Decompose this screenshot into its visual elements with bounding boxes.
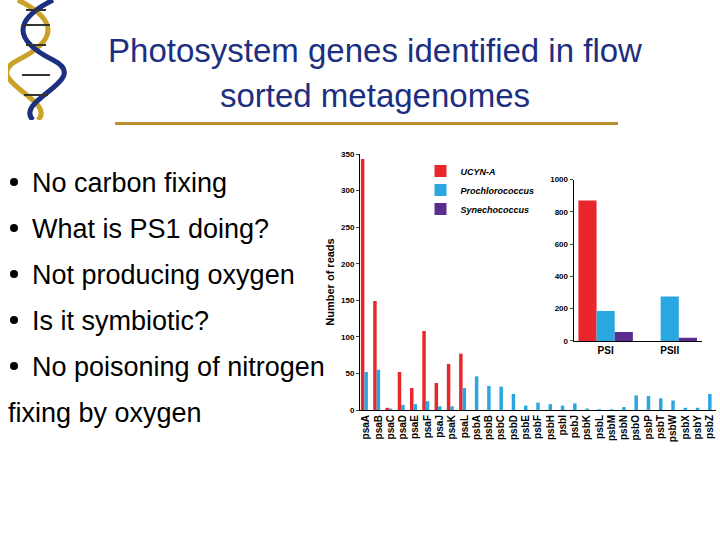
svg-text:psbC: psbC [495, 415, 506, 440]
svg-text:150: 150 [341, 296, 355, 305]
html-text:What is PS1 doing?: What is PS1 doing? [32, 214, 270, 244]
svg-text:50: 50 [345, 369, 354, 378]
svg-text:100: 100 [341, 333, 355, 342]
svg-text:300: 300 [341, 186, 355, 195]
svg-text:PSII: PSII [660, 345, 679, 356]
svg-text:psaA: psaA [360, 415, 371, 439]
svg-text:psaF: psaF [422, 415, 433, 438]
svg-text:250: 250 [341, 223, 355, 232]
html-text:Not producing oxygen: Not producing oxygen [32, 260, 295, 290]
svg-text:psaE: psaE [409, 415, 420, 439]
svg-text:psbK: psbK [581, 414, 592, 440]
svg-text:200: 200 [341, 260, 355, 269]
svg-text:psaC: psaC [385, 415, 396, 439]
svg-text:350: 350 [341, 150, 355, 159]
svg-text:Prochlorococcus: Prochlorococcus [461, 186, 535, 196]
html-text:No carbon fixing: No carbon fixing [32, 168, 228, 198]
html-text:sorted metagenomes: sorted metagenomes [220, 77, 530, 114]
svg-text:psbP: psbP [643, 415, 654, 440]
svg-text:800: 800 [555, 208, 569, 217]
svg-text:UCYN-A: UCYN-A [461, 167, 496, 177]
svg-text:psbZ: psbZ [704, 415, 715, 439]
svg-text:psbL: psbL [594, 415, 605, 439]
svg-text:psbF: psbF [532, 415, 543, 439]
svg-text:psbB: psbB [483, 415, 494, 440]
svg-text:psbW: psbW [667, 414, 678, 442]
svg-text:psbX: psbX [680, 415, 691, 440]
svg-text:psbJ: psbJ [569, 415, 580, 438]
svg-text:200: 200 [555, 304, 569, 313]
svg-text:Number of reads: Number of reads [324, 238, 336, 325]
svg-text:psaJ: psaJ [434, 415, 445, 438]
svg-text:Synechococcus: Synechococcus [461, 205, 530, 215]
svg-text:psaB: psaB [373, 415, 384, 439]
html-text:No poisoning of nitrogen fixin: No poisoning of nitrogen fixing by oxyge… [8, 352, 325, 428]
html-text:Is it symbiotic?: Is it symbiotic? [32, 306, 209, 336]
svg-text:psbI: psbI [557, 415, 568, 436]
svg-text:PSI: PSI [598, 345, 614, 356]
svg-text:psbM: psbM [606, 415, 617, 441]
svg-text:psbD: psbD [508, 415, 519, 440]
svg-text:psaK: psaK [446, 414, 457, 439]
svg-text:psbY: psbY [692, 415, 703, 440]
svg-text:psbO: psbO [630, 415, 641, 441]
svg-text:1000: 1000 [550, 175, 568, 184]
svg-text:psbE: psbE [520, 415, 531, 440]
svg-text:0: 0 [350, 406, 355, 415]
html-text:Photosystem genes identified i: Photosystem genes identified in flow [108, 32, 642, 69]
svg-text:600: 600 [555, 240, 569, 249]
svg-text:400: 400 [555, 272, 569, 281]
svg-text:psaD: psaD [397, 415, 408, 439]
svg-text:psbT: psbT [655, 415, 666, 439]
svg-text:psbH: psbH [545, 415, 556, 440]
svg-text:psaL: psaL [459, 415, 470, 438]
svg-text:psbA: psbA [471, 415, 482, 440]
svg-text:psbN: psbN [618, 415, 629, 440]
svg-text:0: 0 [564, 337, 569, 346]
